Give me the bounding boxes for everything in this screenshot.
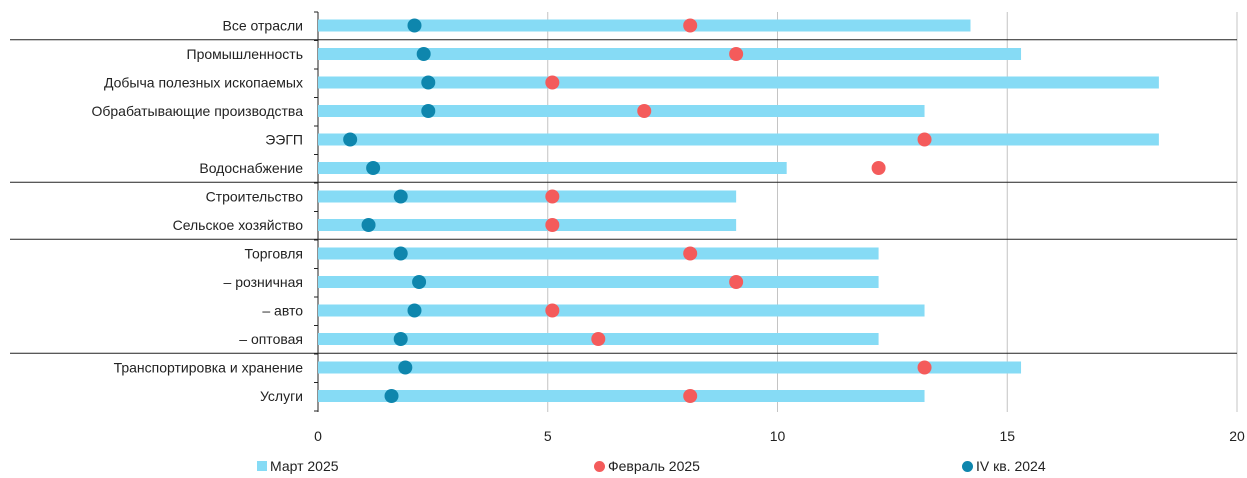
point-february-2025 [591,332,606,346]
category-label: Водоснабжение [199,160,303,176]
x-tick-label: 20 [1229,428,1245,444]
bar-march-2025 [318,162,787,174]
legend-swatch-bar [257,461,267,471]
point-q4-2024 [393,189,408,204]
group-separators [10,39,1237,354]
category-label: Добыча полезных ископаемых [104,75,303,91]
category-label: Все отрасли [223,18,303,34]
category-label: Обрабатывающие производства [91,103,303,119]
point-q4-2024 [366,161,381,175]
point-february-2025 [917,360,932,375]
point-q4-2024 [412,275,427,289]
x-tick-label: 0 [314,428,322,444]
x-tick-label: 5 [544,428,552,444]
bar-march-2025 [318,219,737,231]
point-q4-2024 [393,332,408,346]
point-february-2025 [545,218,560,232]
point-february-2025 [637,104,652,118]
legend-item-march-2025: Март 2025 [257,458,339,474]
bar-march-2025 [318,247,879,260]
legend-item-q4-2024: IV кв. 2024 [962,458,1046,474]
point-february-2025 [683,246,698,261]
category-labels: Все отрасли Промышленность Добыча полезных… [91,18,303,405]
category-label: Строительство [206,189,304,205]
bar-march-2025 [318,133,1159,146]
point-february-2025 [545,75,560,90]
category-label: Торговля [245,246,303,262]
bar-march-2025 [318,19,971,32]
legend-item-february-2025: Февраль 2025 [594,458,700,474]
legend-swatch-dot [594,460,605,472]
legend-label: IV кв. 2024 [976,458,1046,474]
x-axis-ticks: 0 5 10 15 20 [314,428,1245,444]
point-q4-2024 [384,389,399,403]
point-q4-2024 [407,18,422,33]
legend-label: Март 2025 [270,458,339,474]
point-february-2025 [729,275,744,289]
point-q4-2024 [343,132,358,147]
chart-canvas: Все отрасли Промышленность Добыча полезных… [10,11,1245,444]
point-q4-2024 [421,104,436,118]
bar-march-2025 [318,190,737,203]
bar-march-2025 [318,48,1022,60]
point-february-2025 [683,389,698,403]
category-label: Транспортировка и хранение [114,360,304,376]
category-label: – авто [262,303,303,319]
bar-march-2025 [318,361,1022,374]
point-q4-2024 [421,75,436,90]
point-q4-2024 [398,360,413,375]
category-label: Услуги [260,388,303,404]
point-q4-2024 [416,47,431,61]
category-label: – оптовая [239,331,303,347]
category-label: ЭЭГП [265,132,303,148]
legend-label: Февраль 2025 [608,458,700,474]
bar-march-2025 [318,304,925,317]
point-q4-2024 [393,246,408,261]
dots-layer [343,18,932,403]
category-label: – розничная [224,274,303,290]
bar-march-2025 [318,105,925,117]
legend-swatch-dot [962,460,973,472]
point-february-2025 [545,189,560,204]
legend: Март 2025 Февраль 2025 IV кв. 2024 [0,458,1247,478]
x-tick-label: 15 [999,428,1015,444]
point-february-2025 [683,18,698,33]
point-february-2025 [545,303,560,318]
category-label: Промышленность [187,46,303,62]
point-q4-2024 [361,218,376,232]
bar-march-2025 [318,390,925,402]
point-q4-2024 [407,303,422,318]
point-february-2025 [729,47,744,61]
x-tick-label: 10 [770,428,786,444]
grid-layer [314,11,1238,412]
category-label: Сельское хозяйство [173,217,304,233]
point-february-2025 [917,132,932,147]
bars-layer [318,19,1159,402]
bar-march-2025 [318,76,1159,89]
point-february-2025 [871,161,886,175]
bar-march-2025 [318,276,879,288]
